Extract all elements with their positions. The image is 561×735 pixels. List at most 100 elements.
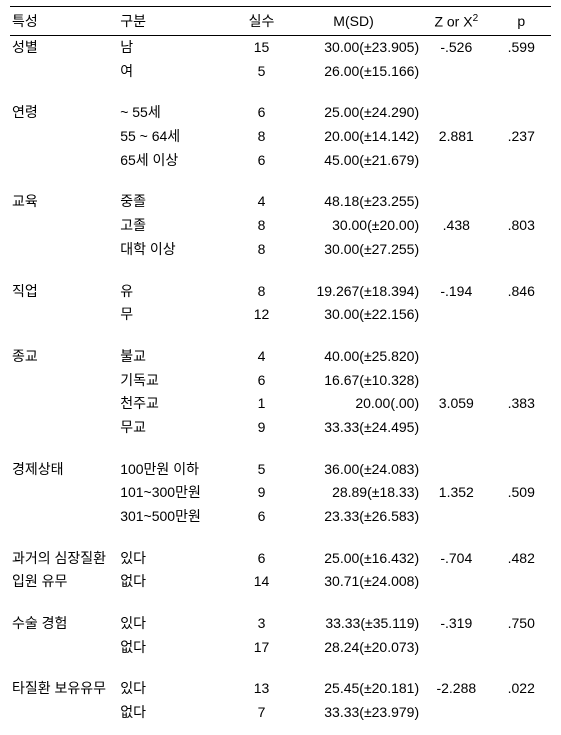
cell-stat: .438: [421, 214, 491, 238]
table-row: 여526.00(±15.166): [10, 60, 551, 84]
cell-n: 9: [237, 416, 286, 440]
cell-msd: 19.267(±18.394): [286, 280, 421, 304]
cell-characteristic: [10, 481, 118, 505]
cell-stat: [421, 636, 491, 660]
cell-p: [491, 149, 551, 173]
cell-stat: [421, 149, 491, 173]
group-gap: [10, 172, 551, 190]
cell-category: 65세 이상: [118, 149, 237, 173]
cell-category: 기독교: [118, 369, 237, 393]
table-row: 무1230.00(±22.156): [10, 303, 551, 327]
cell-stat: [421, 190, 491, 214]
cell-category: 대학 이상: [118, 238, 237, 262]
cell-p: [491, 416, 551, 440]
table-row: 101~300만원928.89(±18.33)1.352.509: [10, 481, 551, 505]
table-row: 없다1728.24(±20.073): [10, 636, 551, 660]
cell-p: .022: [491, 677, 551, 701]
cell-category: 101~300만원: [118, 481, 237, 505]
cell-characteristic: 타질환 보유유무: [10, 677, 118, 701]
table-row: 과거의 심장질환있다625.00(±16.432)-.704.482: [10, 547, 551, 571]
cell-msd: 30.00(±20.00): [286, 214, 421, 238]
col-n: 실수: [237, 7, 286, 36]
cell-category: 무교: [118, 416, 237, 440]
cell-p: .599: [491, 36, 551, 60]
cell-p: [491, 238, 551, 262]
cell-n: 4: [237, 345, 286, 369]
table-body: 성별남1530.00(±23.905)-.526.599여526.00(±15.…: [10, 36, 551, 725]
cell-p: [491, 190, 551, 214]
table-row: 없다733.33(±23.979): [10, 701, 551, 725]
cell-stat: -.194: [421, 280, 491, 304]
cell-msd: 25.00(±24.290): [286, 101, 421, 125]
cell-characteristic: 수술 경험: [10, 612, 118, 636]
col-p: p: [491, 7, 551, 36]
cell-n: 6: [237, 505, 286, 529]
cell-category: 중졸: [118, 190, 237, 214]
group-gap: [10, 327, 551, 345]
cell-category: 있다: [118, 677, 237, 701]
cell-p: .509: [491, 481, 551, 505]
cell-stat: 3.059: [421, 392, 491, 416]
group-gap: [10, 83, 551, 101]
cell-stat: -.319: [421, 612, 491, 636]
group-gap: [10, 659, 551, 677]
cell-n: 6: [237, 101, 286, 125]
cell-n: 13: [237, 677, 286, 701]
cell-characteristic: [10, 303, 118, 327]
cell-msd: 28.89(±18.33): [286, 481, 421, 505]
cell-n: 4: [237, 190, 286, 214]
table-row: 55 ~ 64세820.00(±14.142)2.881.237: [10, 125, 551, 149]
cell-category: 불교: [118, 345, 237, 369]
cell-p: .482: [491, 547, 551, 571]
table-row: 교육중졸448.18(±23.255): [10, 190, 551, 214]
cell-characteristic: [10, 214, 118, 238]
cell-p: [491, 570, 551, 594]
table-row: 대학 이상830.00(±27.255): [10, 238, 551, 262]
group-gap: [10, 529, 551, 547]
col-characteristic: 특성: [10, 7, 118, 36]
cell-msd: 40.00(±25.820): [286, 345, 421, 369]
table-row: 직업유819.267(±18.394)-.194.846: [10, 280, 551, 304]
cell-n: 3: [237, 612, 286, 636]
cell-n: 6: [237, 149, 286, 173]
table-row: 무교933.33(±24.495): [10, 416, 551, 440]
cell-p: [491, 369, 551, 393]
cell-n: 12: [237, 303, 286, 327]
cell-p: .383: [491, 392, 551, 416]
cell-characteristic: [10, 149, 118, 173]
cell-category: 천주교: [118, 392, 237, 416]
cell-n: 5: [237, 60, 286, 84]
cell-category: 있다: [118, 612, 237, 636]
cell-p: [491, 505, 551, 529]
cell-msd: 30.71(±24.008): [286, 570, 421, 594]
cell-stat: [421, 238, 491, 262]
group-gap: [10, 594, 551, 612]
cell-msd: 45.00(±21.679): [286, 149, 421, 173]
table-row: 입원 유무없다1430.71(±24.008): [10, 570, 551, 594]
table-row: 천주교120.00(.00)3.059.383: [10, 392, 551, 416]
cell-characteristic: 경제상태: [10, 458, 118, 482]
cell-p: [491, 345, 551, 369]
cell-n: 9: [237, 481, 286, 505]
cell-msd: 25.45(±20.181): [286, 677, 421, 701]
cell-stat: [421, 416, 491, 440]
cell-category: 100만원 이하: [118, 458, 237, 482]
cell-characteristic: 종교: [10, 345, 118, 369]
col-msd: M(SD): [286, 7, 421, 36]
cell-category: 유: [118, 280, 237, 304]
cell-p: .750: [491, 612, 551, 636]
header-row: 특성 구분 실수 M(SD) Z or X2 p: [10, 7, 551, 36]
cell-stat: [421, 505, 491, 529]
cell-msd: 23.33(±26.583): [286, 505, 421, 529]
cell-stat: -2.288: [421, 677, 491, 701]
cell-n: 8: [237, 214, 286, 238]
cell-p: .846: [491, 280, 551, 304]
cell-p: [491, 458, 551, 482]
cell-characteristic: [10, 636, 118, 660]
cell-stat: [421, 101, 491, 125]
cell-characteristic: 교육: [10, 190, 118, 214]
cell-n: 8: [237, 280, 286, 304]
cell-p: [491, 101, 551, 125]
cell-stat: [421, 60, 491, 84]
cell-stat: 1.352: [421, 481, 491, 505]
